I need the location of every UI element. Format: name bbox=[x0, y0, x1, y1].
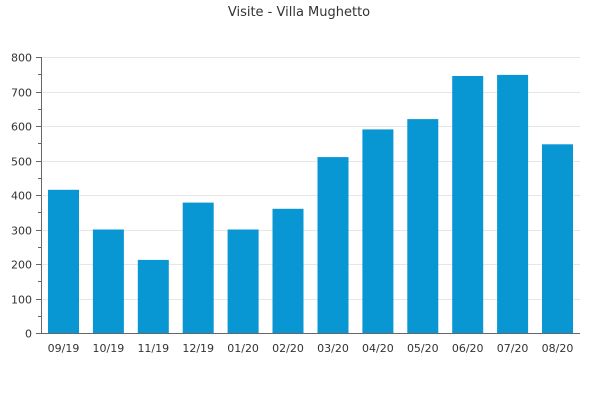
y-axis-tick-labels: 0 100 200 300 400 500 600 700 800 bbox=[11, 52, 32, 341]
y-tick-label: 700 bbox=[11, 87, 32, 100]
bar-07-20 bbox=[497, 74, 529, 334]
bar-03-20 bbox=[317, 157, 349, 333]
x-tick-label: 08/20 bbox=[542, 342, 574, 355]
x-tick-label: 10/19 bbox=[93, 342, 125, 355]
bar-02-20 bbox=[272, 208, 304, 333]
bar-06-20 bbox=[452, 76, 484, 333]
x-tick-label: 06/20 bbox=[452, 342, 484, 355]
x-tick-label: 04/20 bbox=[362, 342, 394, 355]
y-tick-label: 100 bbox=[11, 294, 32, 307]
bar-04-20 bbox=[362, 129, 394, 333]
bar-09-19 bbox=[48, 189, 79, 333]
y-tick-label: 300 bbox=[11, 225, 32, 238]
y-tick-label: 200 bbox=[11, 259, 32, 272]
y-tick-label: 800 bbox=[11, 52, 32, 65]
grid-lines bbox=[41, 57, 580, 300]
y-tick-label: 400 bbox=[11, 190, 32, 203]
bar-11-19 bbox=[137, 259, 169, 333]
x-tick-label: 07/20 bbox=[497, 342, 529, 355]
y-tick-label: 500 bbox=[11, 156, 32, 169]
bars bbox=[48, 74, 573, 334]
x-axis-tick-labels: 09/19 10/19 11/19 12/19 01/20 02/20 03/20 04/20… bbox=[48, 342, 574, 355]
x-tick-label: 12/19 bbox=[182, 342, 214, 355]
x-tick-label: 05/20 bbox=[407, 342, 439, 355]
chart-title: Visite - Villa Mughetto bbox=[228, 5, 370, 20]
x-tick-label: 01/20 bbox=[227, 342, 259, 355]
x-tick-label: 11/19 bbox=[137, 342, 169, 355]
bar-12-19 bbox=[182, 202, 214, 333]
axes bbox=[36, 57, 580, 334]
x-tick-label: 03/20 bbox=[317, 342, 349, 355]
bar-01-20 bbox=[227, 229, 259, 333]
bar-10-19 bbox=[92, 229, 124, 333]
bar-05-20 bbox=[407, 119, 439, 333]
y-tick-label: 600 bbox=[11, 121, 32, 134]
bar-08-20 bbox=[542, 144, 573, 333]
y-tick-label: 0 bbox=[25, 328, 32, 341]
x-tick-label: 02/20 bbox=[272, 342, 304, 355]
x-tick-label: 09/19 bbox=[48, 342, 80, 355]
